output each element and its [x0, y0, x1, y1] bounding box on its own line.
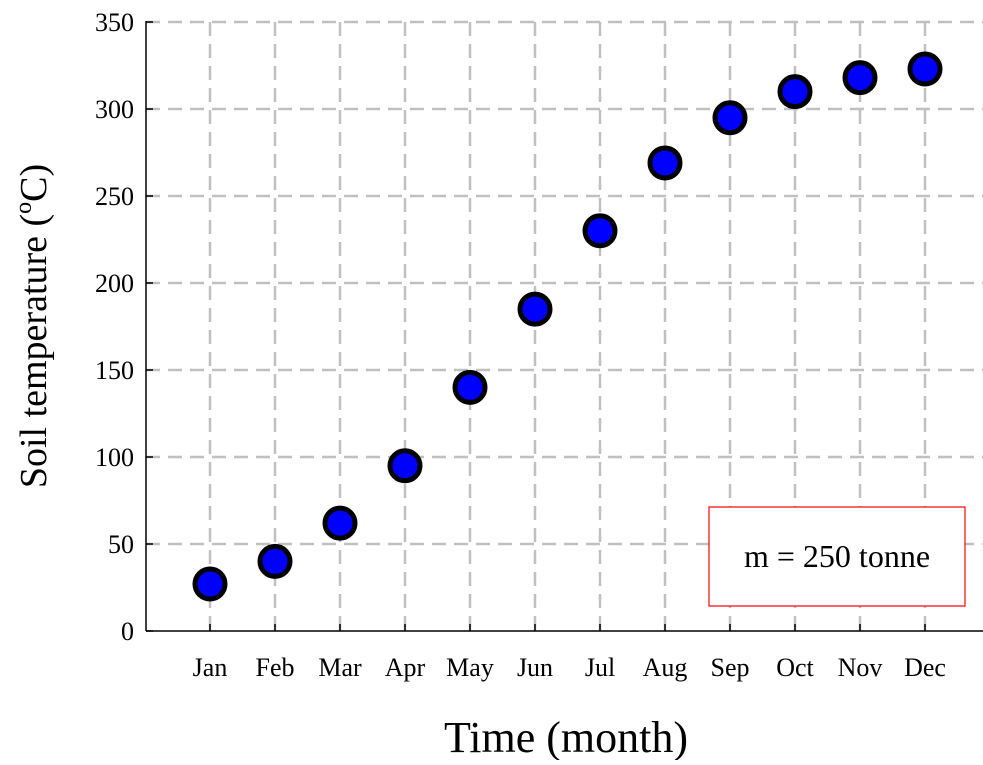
- y-tick-label: 250: [95, 182, 134, 211]
- x-tick-label: Jul: [585, 653, 615, 682]
- axes: [145, 21, 983, 632]
- data-points: [192, 51, 943, 602]
- x-tick-label: Jan: [193, 653, 228, 682]
- data-point: [387, 448, 423, 484]
- data-point: [907, 51, 943, 87]
- y-tick-label: 150: [95, 356, 134, 385]
- x-tick-label: May: [446, 653, 494, 682]
- y-axis-label: Soil temperature (oC): [11, 164, 55, 488]
- x-tick-label: Aug: [643, 653, 688, 682]
- data-point: [192, 566, 228, 602]
- y-axis-label-degree: o: [11, 202, 37, 214]
- x-tick-label: Apr: [385, 653, 426, 682]
- data-point: [842, 60, 878, 96]
- data-point: [517, 291, 553, 327]
- data-point: [712, 100, 748, 136]
- x-tick-label: Nov: [838, 653, 883, 682]
- y-tick-label: 100: [95, 443, 134, 472]
- y-tick-label: 0: [121, 617, 134, 646]
- y-axis-label-unit: C): [13, 164, 55, 202]
- data-point: [582, 213, 618, 249]
- y-tick-label: 300: [95, 95, 134, 124]
- data-point: [647, 145, 683, 181]
- x-tick-label: Jun: [517, 653, 553, 682]
- y-tick-label: 50: [108, 530, 134, 559]
- annotation-border: [708, 506, 966, 607]
- x-axis-label: Time (month): [444, 713, 688, 760]
- tick-labels: 0 50 100 150 200 250 300 350 Jan Feb Mar Apr May Jun J…: [95, 8, 946, 682]
- y-tick-label: 200: [95, 269, 134, 298]
- data-point: [777, 74, 813, 110]
- x-tick-label: Mar: [318, 653, 362, 682]
- annotation-box: m = 250 tonne: [708, 506, 966, 607]
- data-point: [322, 505, 358, 541]
- data-point: [257, 543, 293, 579]
- x-tick-label: Sep: [711, 653, 750, 682]
- y-tick-label: 350: [95, 8, 134, 37]
- x-tick-label: Feb: [256, 653, 295, 682]
- y-axis-label-main: Soil temperature (: [13, 214, 55, 488]
- x-tick-label: Dec: [904, 653, 946, 682]
- annotation-text: m = 250 tonne: [744, 538, 930, 574]
- x-tick-label: Oct: [776, 653, 814, 682]
- data-point: [452, 369, 488, 405]
